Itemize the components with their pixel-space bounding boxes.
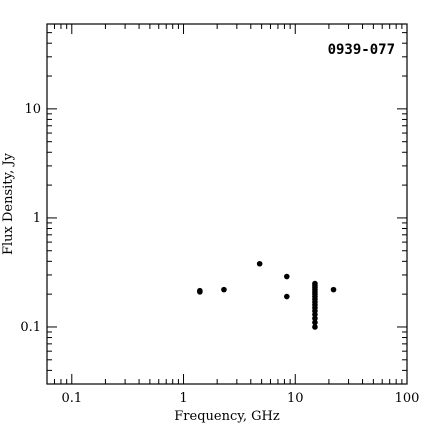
- y-axis-label: Flux Density, Jy: [1, 152, 16, 255]
- x-tick-label: 0.1: [61, 391, 82, 406]
- y-tick-label: 0.1: [20, 320, 41, 335]
- x-axis-ticks: 0.1 1 10 100: [46, 24, 420, 406]
- x-tick-label: 100: [395, 391, 420, 406]
- data-point: [256, 260, 263, 267]
- data-point: [330, 286, 337, 293]
- y-tick-label: 10: [24, 102, 41, 117]
- data-point: [284, 273, 290, 280]
- data-point: [312, 315, 318, 322]
- data-point: [221, 286, 227, 293]
- plot-frame: [46, 23, 408, 385]
- chart-title: 0939-077: [328, 42, 395, 58]
- data-point: [312, 324, 318, 330]
- data-points: [197, 260, 337, 330]
- data-point: [312, 319, 318, 326]
- data-point: [284, 293, 290, 300]
- x-tick-label: 10: [287, 391, 304, 406]
- x-axis-label: Frequency, GHz: [174, 409, 280, 424]
- y-axis-ticks: 0.1 1 10: [20, 23, 407, 385]
- data-point: [197, 287, 203, 294]
- y-tick-label: 1: [33, 211, 41, 226]
- x-tick-label: 1: [179, 391, 187, 406]
